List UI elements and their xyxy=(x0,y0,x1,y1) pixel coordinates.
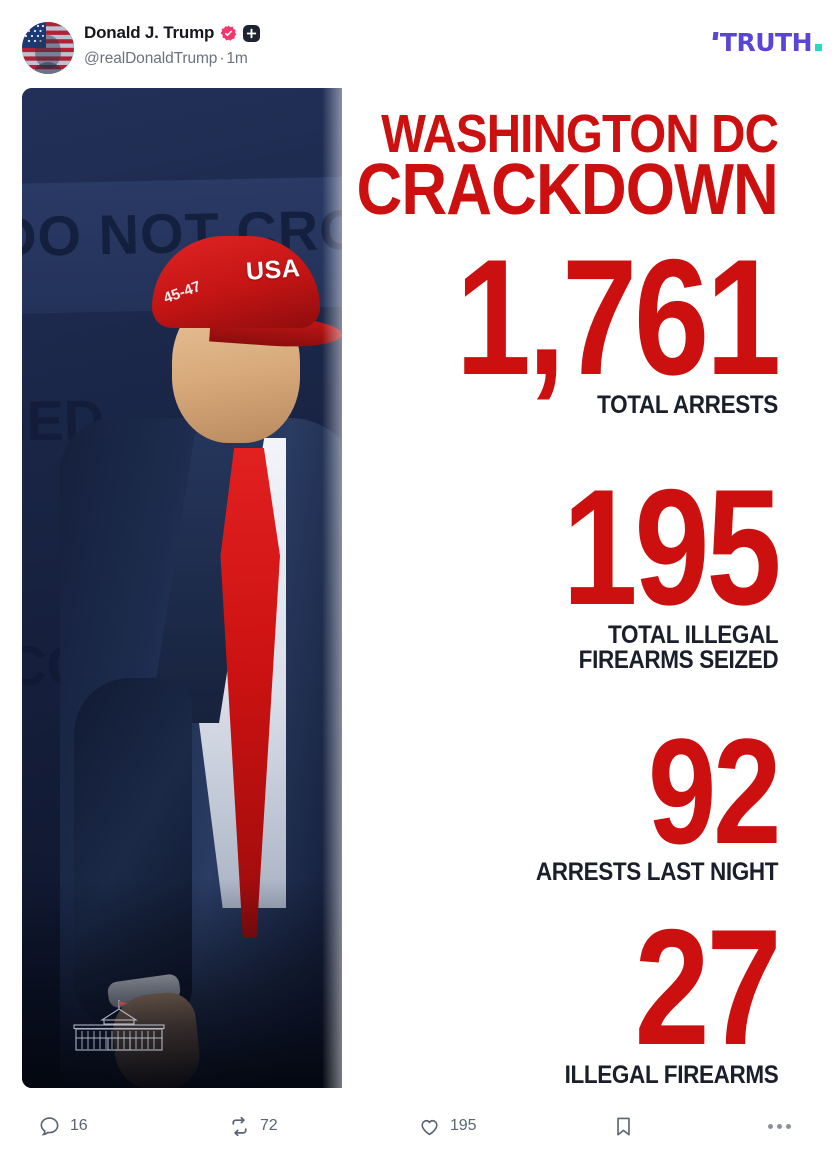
stat-value: 92 xyxy=(647,707,782,875)
cap-usa-text: USA xyxy=(245,254,302,286)
logo-period-mark xyxy=(815,44,822,51)
comment-button[interactable]: 16 xyxy=(38,1106,88,1146)
author-block: Donald J. Trump @realDonaldTrump · 1m xyxy=(84,22,261,69)
photo-bottom-shadow xyxy=(22,878,342,1088)
stat-block-total-arrests: 1,761 TOTAL ARRESTS xyxy=(385,225,781,419)
post-timestamp: 1m xyxy=(226,50,248,67)
stat-label-line-1: ILLEGAL FIREARMS xyxy=(564,1060,778,1088)
stat-label: ARRESTS LAST NIGHT xyxy=(535,858,779,886)
stat-value: 27 xyxy=(634,895,781,1079)
comment-count: 16 xyxy=(70,1117,88,1134)
truth-social-logo: TRUTH xyxy=(712,28,822,57)
stat-block-arrests-last-night: 92 ARRESTS LAST NIGHT xyxy=(509,707,782,886)
like-button[interactable]: 195 xyxy=(418,1106,477,1146)
post-media-image[interactable]: DO NOT CROSS NED CO USA 45-47 xyxy=(22,88,800,1088)
author-handle[interactable]: @realDonaldTrump xyxy=(84,50,218,67)
infographic-panel: WASHINGTON DC CRACKDOWN 1,761 TOTAL ARRE… xyxy=(342,88,800,1088)
stat-label: TOTAL ARRESTS xyxy=(597,390,778,419)
handle-separator: · xyxy=(219,50,225,67)
truth-plus-badge-icon[interactable] xyxy=(243,24,261,42)
avatar[interactable] xyxy=(22,22,74,74)
author-handle-row: @realDonaldTrump · 1m xyxy=(84,49,260,69)
verified-badge-icon xyxy=(220,25,237,41)
comment-icon xyxy=(40,1116,59,1136)
repost-count: 72 xyxy=(260,1117,278,1134)
post-header: Donald J. Trump @realDonaldTrump · 1m TRUT… xyxy=(0,0,840,86)
infographic-headline-line-2: CRACKDOWN xyxy=(356,150,779,230)
bookmark-button[interactable] xyxy=(612,1106,644,1146)
bookmark-icon xyxy=(617,1117,630,1136)
stat-label-line-1: TOTAL ILLEGAL xyxy=(607,620,779,649)
us-flag-avatar-icon xyxy=(22,22,74,74)
post-action-bar: 16 72 195 xyxy=(0,1096,840,1156)
logo-wordmark: TRUTH xyxy=(719,28,813,57)
logo-tick-mark xyxy=(712,32,719,40)
figure-silhouette: USA 45-47 xyxy=(22,88,342,1088)
photo-panel: DO NOT CROSS NED CO USA 45-47 xyxy=(22,88,342,1088)
like-count: 195 xyxy=(450,1117,477,1134)
white-house-icon xyxy=(60,998,178,1054)
more-horizontal-icon xyxy=(768,1123,791,1129)
author-name-row[interactable]: Donald J. Trump xyxy=(84,22,261,44)
stat-block-firearms-seized: 195 TOTAL ILLEGAL FIREARMS SEIZED xyxy=(515,455,781,674)
stat-block-firearms-last-night: 27 ILLEGAL FIREARMS SEIZED LAST NIGHT xyxy=(538,895,782,1088)
repost-icon xyxy=(232,1116,247,1136)
repost-button[interactable]: 72 xyxy=(228,1106,278,1146)
stat-label-line-2: FIREARMS SEIZED xyxy=(578,645,778,674)
more-options-button[interactable] xyxy=(768,1106,791,1146)
heart-icon xyxy=(421,1119,438,1135)
stat-value: 1,761 xyxy=(455,225,781,409)
infographic-headline-line-1: WASHINGTON DC xyxy=(381,104,779,164)
display-name: Donald J. Trump xyxy=(84,23,215,42)
figure-red-cap xyxy=(152,236,320,328)
stat-value: 195 xyxy=(562,455,781,639)
